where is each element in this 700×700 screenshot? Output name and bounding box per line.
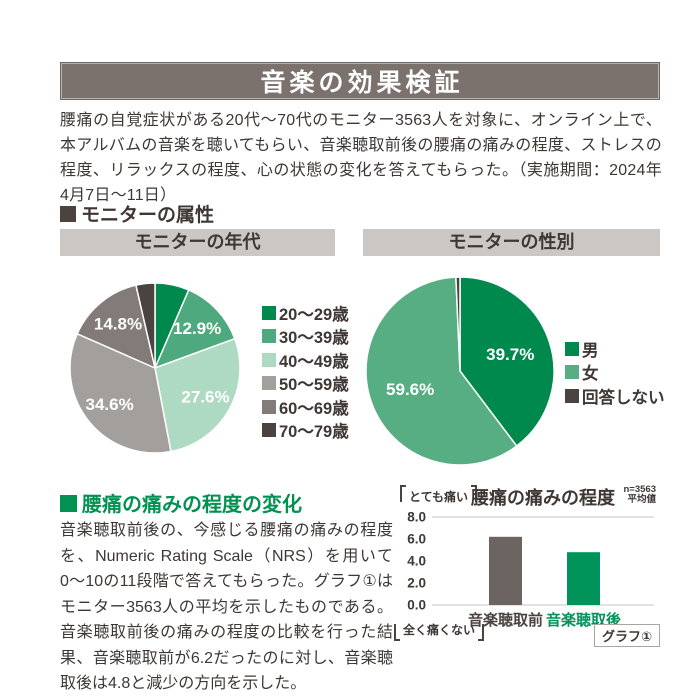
- pie-slice: [154, 337, 241, 453]
- legend-color-swatch: [262, 329, 276, 344]
- pie-slice: [135, 282, 156, 369]
- scale-bottom-label: 全く痛くない: [394, 618, 485, 642]
- pie-slice: [459, 276, 555, 448]
- legend-item: 40〜49歳: [262, 348, 349, 372]
- y-axis-tick-label: 4.0: [407, 554, 426, 569]
- legend-label: 40〜49歳: [279, 352, 349, 371]
- pie-percent-label: 3.6%: [110, 260, 149, 279]
- pain-section-heading: 腰痛の痛みの程度の変化: [60, 488, 302, 517]
- page-title: 音楽の効果検証: [260, 69, 464, 97]
- intro-paragraph: 腰痛の自覚症状がある20代〜70代のモニター3563人を対象に、オンライン上で、…: [60, 112, 662, 204]
- pie-percent-label: 0.7%: [424, 255, 463, 274]
- legend-color-swatch: [565, 388, 579, 403]
- legend-label: 50〜59歳: [279, 376, 349, 395]
- pie-percent-label: 39.7%: [486, 345, 534, 364]
- bar-音楽聴取後: [567, 552, 600, 605]
- legend-label: 女: [582, 365, 599, 384]
- pie-percent-label: 59.6%: [386, 380, 434, 399]
- legend-color-swatch: [262, 376, 276, 391]
- pain-section-paragraph: 音楽聴取前後の、今感じる腰痛の痛みの程度を、Numeric Rating Sca…: [60, 522, 393, 692]
- pie-percent-label: 12.9%: [173, 319, 221, 338]
- pie-percent-label: 34.6%: [86, 395, 134, 414]
- bar-category-label: 音楽聴取前: [467, 612, 543, 629]
- legend-color-swatch: [262, 352, 276, 367]
- bar-音楽聴取前: [489, 536, 522, 605]
- y-axis-tick-label: 6.0: [407, 532, 426, 547]
- legend-item: 50〜59歳: [262, 372, 349, 396]
- age-pie-chart: 6.5% 12.9% 27.6% 34.6% 14.8% 3.6%: [69, 260, 241, 454]
- average-note: 平均値: [627, 494, 656, 505]
- bar-chart-panel: とても痛い 腰痛の痛みの程度 n=3563 平均値 8.0 6.0 4.0 2.0 0.…: [394, 481, 662, 649]
- attributes-heading-label: モニターの属性: [81, 205, 215, 226]
- pie-percent-label: 6.5%: [156, 261, 195, 280]
- y-axis-tick-label: 8.0: [407, 510, 426, 525]
- legend-label: 30〜39歳: [279, 329, 349, 348]
- legend-item: 30〜39歳: [262, 325, 349, 349]
- legend-item: 60〜69歳: [262, 395, 349, 419]
- legend-label: 20〜29歳: [279, 305, 349, 324]
- pie-percent-label: 14.8%: [94, 314, 142, 333]
- legend-item: 70〜79歳: [262, 419, 349, 443]
- y-axis-tick-label: 0.0: [407, 598, 426, 613]
- pie-slice: [76, 284, 157, 370]
- legend-label: 男: [582, 341, 599, 360]
- legend-item: 女: [565, 361, 665, 385]
- pie-percent-label: 27.6%: [181, 388, 229, 407]
- pie-slice: [69, 332, 172, 454]
- graph-caption: グラフ①: [593, 624, 660, 647]
- pie-slice: [365, 276, 518, 466]
- legend-label: 回答しない: [582, 388, 665, 407]
- legend-item: 男: [565, 337, 665, 361]
- scale-top-label: とても痛い: [400, 485, 478, 508]
- gender-chart-title: モニターの性別: [363, 229, 660, 256]
- sample-size-note: n=3563 平均値: [624, 485, 657, 505]
- square-bullet-icon: [60, 206, 76, 222]
- legend-color-swatch: [262, 305, 276, 320]
- bar-plot: 8.0 6.0 4.0 2.0 0.0: [407, 510, 654, 613]
- legend-label: 60〜69歳: [279, 399, 349, 418]
- bar-chart-title: 腰痛の痛みの程度: [471, 488, 615, 508]
- legend-color-swatch: [262, 399, 276, 414]
- legend-color-swatch: [262, 423, 276, 438]
- sample-size-value: n=3563: [623, 484, 657, 495]
- age-legend: 20〜29歳 30〜39歳 40〜49歳 50〜59歳 60〜69歳 70〜79歳: [262, 301, 349, 442]
- legend-color-swatch: [565, 365, 579, 380]
- age-chart-title: モニターの年代: [60, 229, 335, 256]
- gender-pie-chart: 39.7% 59.6% 0.7%: [365, 255, 555, 466]
- gender-legend: 男女回答しない: [565, 337, 665, 408]
- attributes-section-heading: モニターの属性: [60, 200, 214, 227]
- legend-label: 70〜79歳: [279, 423, 349, 442]
- legend-item: 回答しない: [565, 384, 665, 408]
- pain-heading-label: 腰痛の痛みの程度の変化: [82, 494, 302, 516]
- pie-slice: [455, 276, 461, 372]
- legend-color-swatch: [565, 341, 579, 356]
- page-title-banner: 音楽の効果検証: [60, 62, 660, 100]
- square-bullet-icon: [60, 495, 77, 512]
- y-axis-tick-label: 2.0: [407, 576, 426, 591]
- legend-item: 20〜29歳: [262, 301, 349, 325]
- pie-slice: [153, 289, 236, 370]
